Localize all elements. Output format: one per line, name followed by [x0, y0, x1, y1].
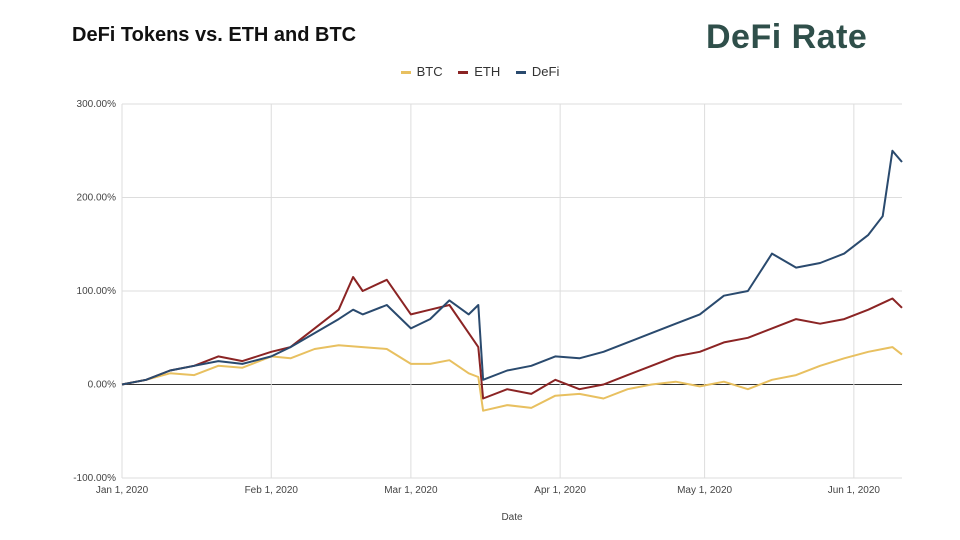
chart-axis-labels: 300.00% 200.00% 100.00% 0.00% -100.00%Jan 1,… — [73, 99, 880, 523]
legend-item-btc[interactable]: BTC — [400, 64, 443, 79]
y-tick-label: 100.00% — [77, 286, 117, 297]
y-tick-label: 200.00% — [77, 193, 117, 204]
chart-title: DeFi Tokens vs. ETH and BTC — [72, 24, 357, 46]
x-axis-title: Date — [501, 512, 523, 523]
y-tick-label: -100.00% — [73, 473, 116, 484]
legend-label-eth: ETH — [474, 64, 501, 79]
y-tick-label: 0.00% — [88, 380, 116, 391]
x-tick-label: May 1, 2020 — [677, 485, 732, 496]
legend-swatch-eth — [458, 71, 469, 75]
x-tick-label: Jan 1, 2020 — [96, 485, 149, 496]
legend-swatch-defi — [515, 71, 526, 75]
chart-series — [121, 149, 903, 412]
series-line-btc — [121, 344, 903, 412]
x-tick-label: Mar 1, 2020 — [384, 485, 438, 496]
y-tick-label: 300.00% — [77, 99, 117, 110]
legend-label-defi: DeFi — [531, 64, 560, 79]
chart-grid — [121, 103, 902, 479]
defi-rate-logo: DeFi Rate — [706, 18, 868, 56]
x-tick-label: Jun 1, 2020 — [828, 485, 881, 496]
legend-label-btc: BTC — [416, 64, 443, 79]
series-line-eth — [121, 276, 903, 400]
legend-item-eth[interactable]: ETH — [458, 64, 500, 79]
chart-legend: BTC ETH DeFi — [0, 64, 960, 79]
x-tick-label: Feb 1, 2020 — [245, 485, 299, 496]
series-line-defi — [121, 149, 903, 386]
x-tick-label: Apr 1, 2020 — [534, 485, 586, 496]
legend-item-defi[interactable]: DeFi — [515, 64, 560, 79]
legend-swatch-btc — [400, 71, 411, 75]
